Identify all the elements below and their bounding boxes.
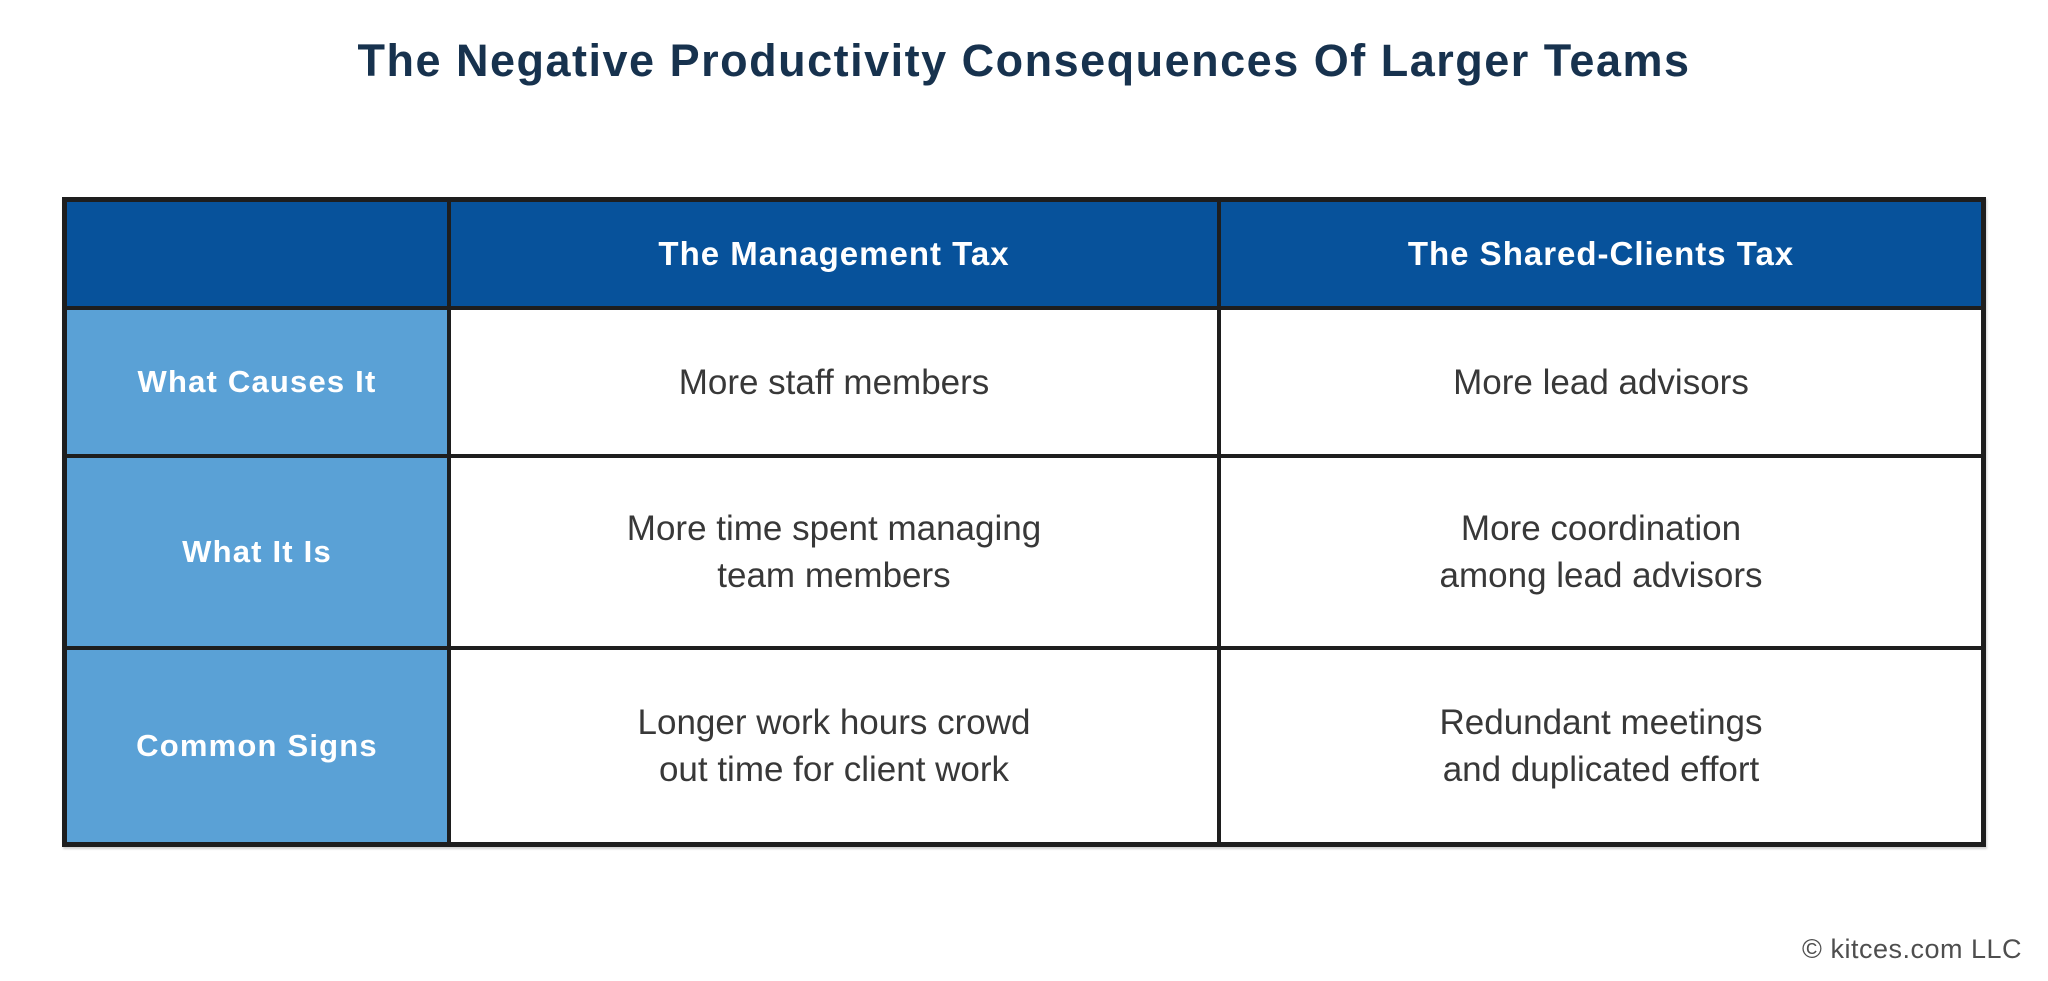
column-header-management-tax: The Management Tax (451, 202, 1217, 306)
row-label-common-signs: Common Signs (67, 650, 447, 842)
table-corner-cell (67, 202, 447, 306)
cell-causes-shared-clients-tax: More lead advisors (1221, 310, 1981, 454)
cell-definition-shared-clients-tax: More coordination among lead advisors (1221, 458, 1981, 646)
comparison-table: The Management Tax The Shared-Clients Ta… (62, 197, 1986, 847)
copyright-credit: © kitces.com LLC (1802, 934, 2022, 964)
cell-definition-management-tax: More time spent managing team members (451, 458, 1217, 646)
cell-signs-management-tax: Longer work hours crowd out time for cli… (451, 650, 1217, 842)
page-title: The Negative Productivity Consequences O… (357, 35, 1691, 86)
cell-signs-shared-clients-tax: Redundant meetings and duplicated effort (1221, 650, 1981, 842)
cell-causes-management-tax: More staff members (451, 310, 1217, 454)
row-label-what-it-is: What It Is (67, 458, 447, 646)
column-header-shared-clients-tax: The Shared-Clients Tax (1221, 202, 1981, 306)
row-label-what-causes-it: What Causes It (67, 310, 447, 454)
